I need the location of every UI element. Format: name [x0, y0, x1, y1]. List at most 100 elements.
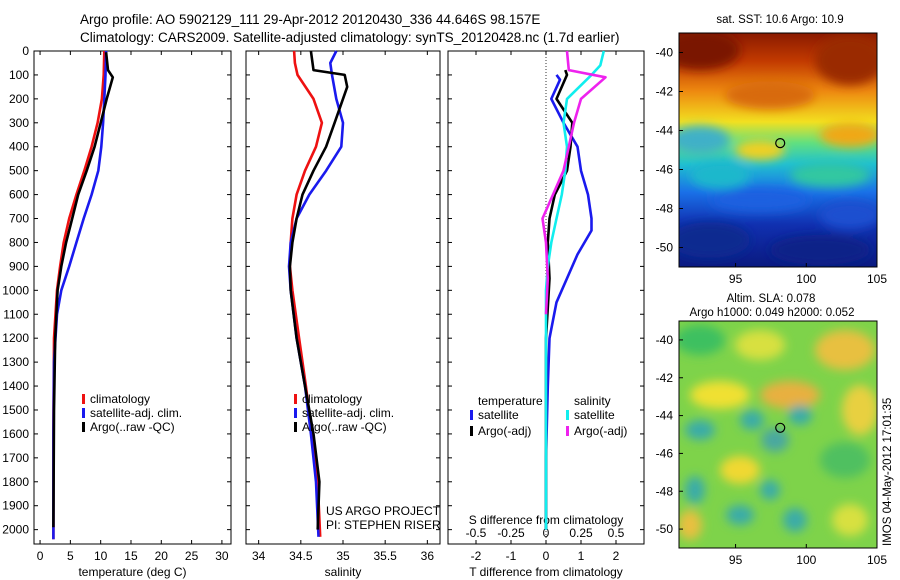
x-tick-label: 30	[215, 549, 229, 563]
x-tick-label: -2	[471, 549, 482, 563]
x-tick-label: 36	[421, 549, 435, 563]
map-title: sat. SST: 10.6 Argo: 10.9	[716, 14, 843, 26]
timestamp-side-text: IMOS 04-May-2012 17:01:35	[882, 398, 894, 546]
plot-frame	[33, 50, 232, 545]
y-tick-label: 100	[9, 68, 29, 82]
legend-label: satellite	[478, 408, 519, 422]
legend-label: satellite-adj. clim.	[302, 406, 394, 420]
sla-map	[679, 321, 877, 548]
profile-panel-3: -2 -1 0 1 2 T difference from climatology -0.5…	[447, 50, 645, 579]
sst-map	[679, 33, 877, 267]
x-tick-label: 15	[124, 549, 138, 563]
y-tick-label: 800	[9, 235, 29, 249]
legend-swatch	[82, 408, 85, 418]
y-tick-label: 0	[22, 44, 29, 58]
map-frame	[678, 32, 878, 268]
x-tick-label: 0	[37, 549, 44, 563]
annotation-text: PI: STEPHEN RISER	[326, 518, 441, 532]
y-tick-label: 900	[9, 259, 29, 273]
figure-title-line2: Climatology: CARS2009. Satellite-adjuste…	[80, 30, 620, 45]
map-title: Altim. SLA: 0.078	[727, 293, 816, 305]
argo-location-marker	[775, 137, 786, 149]
argo-location-marker	[775, 422, 786, 433]
legend-label: Argo(-adj)	[574, 424, 627, 438]
legend-swatch	[470, 426, 473, 436]
y-tick-label: 1300	[2, 355, 29, 369]
x-tick-label: 2	[613, 549, 620, 563]
series-line-4	[541, 50, 607, 315]
x-tick-label: 100	[796, 272, 816, 286]
legend-label: Argo(-adj)	[478, 424, 531, 438]
y-tick-label: 700	[9, 212, 29, 226]
y-tick-label: 200	[9, 92, 29, 106]
annotation-text: US ARGO PROJECT	[326, 504, 441, 518]
legend-swatch	[294, 394, 297, 404]
x-tick-label: 100	[796, 553, 816, 567]
x-tick-label: 34.5	[289, 549, 313, 563]
legend-swatch	[294, 422, 297, 432]
profile-panel-1: 0100200300400500600700800900100011001200…	[2, 44, 232, 579]
y-tick-label: -40	[656, 333, 674, 347]
x-tick-label: 34	[252, 549, 266, 563]
x-tick-label: 105	[867, 272, 887, 286]
x-tick-label: 105	[867, 553, 887, 567]
y-tick-label: 1900	[2, 499, 29, 513]
profile-panel-2: 34 34.5 35 35.5 36 salinity climatologysatelli…	[245, 50, 441, 579]
y-tick-label: 1100	[3, 307, 29, 321]
x-tick-label-top: -0.5	[466, 526, 487, 540]
y-tick-label: -48	[656, 202, 674, 216]
x-tick-label-top: -0.25	[497, 526, 525, 540]
y-tick-label: -42	[656, 371, 674, 385]
x-axis-label: T difference from climatology	[469, 565, 623, 579]
y-tick-label: 2000	[2, 523, 29, 537]
map-panel-2: 95 100 105 -40 -42 -44 -46 -48 -50 Altim. SLA: 0.…	[656, 293, 888, 567]
y-tick-label: 1400	[2, 379, 29, 393]
y-tick-label: -46	[656, 446, 674, 460]
legend-label: Argo(..raw -QC)	[302, 420, 387, 434]
legend-group-title: salinity	[574, 394, 611, 408]
x-tick-label: 20	[155, 549, 169, 563]
y-tick-label: -42	[656, 85, 674, 99]
y-tick-label: 1700	[2, 451, 29, 465]
legend-swatch	[566, 426, 569, 436]
y-tick-label: -46	[656, 163, 674, 177]
y-tick-label: 300	[9, 116, 29, 130]
y-tick-label: -50	[656, 241, 674, 255]
y-tick-label: 500	[9, 164, 29, 178]
map-subtitle: Argo h1000: 0.049 h2000: 0.052	[690, 307, 855, 319]
x-tick-label: 10	[94, 549, 108, 563]
series-line-2	[544, 69, 574, 530]
y-tick-label: -44	[656, 124, 674, 138]
y-tick-label: -50	[656, 522, 674, 536]
x-tick-label-top: 0.25	[569, 526, 593, 540]
x-tick-label-top: 0	[543, 526, 550, 540]
x-tick-label: 95	[729, 272, 743, 286]
series-line-1	[544, 74, 593, 530]
map-frame	[678, 320, 878, 549]
y-tick-label: -44	[656, 409, 674, 423]
x-axis-label: salinity	[325, 565, 362, 579]
x-tick-label: 1	[578, 549, 585, 563]
legend-group-title: temperature	[478, 394, 543, 408]
y-tick-label: 1600	[2, 427, 29, 441]
legend-swatch	[294, 408, 297, 418]
legend-label: climatology	[302, 392, 362, 406]
legend-swatch	[82, 422, 85, 432]
y-tick-label: 1800	[2, 475, 29, 489]
x-tick-label: 0	[543, 549, 550, 563]
y-tick-label: 400	[9, 140, 29, 154]
legend-label: satellite	[574, 408, 615, 422]
x-tick-label: 35	[336, 549, 350, 563]
map-panel-1: 95 100 105 -40 -42 -44 -46 -48 -50 sat. SST: 10.6…	[656, 14, 888, 286]
x-tick-label: -1	[506, 549, 517, 563]
figure-title-line1: Argo profile: AO 5902129_111 29-Apr-2012…	[80, 12, 541, 27]
series-line-3	[52, 52, 115, 528]
series-line-3	[288, 50, 349, 530]
y-tick-label: 1500	[2, 403, 29, 417]
x-tick-label: 35.5	[373, 549, 397, 563]
y-tick-label: 1000	[2, 283, 29, 297]
legend-swatch	[82, 394, 85, 404]
y-tick-label: 600	[9, 188, 29, 202]
legend-swatch	[566, 410, 569, 420]
